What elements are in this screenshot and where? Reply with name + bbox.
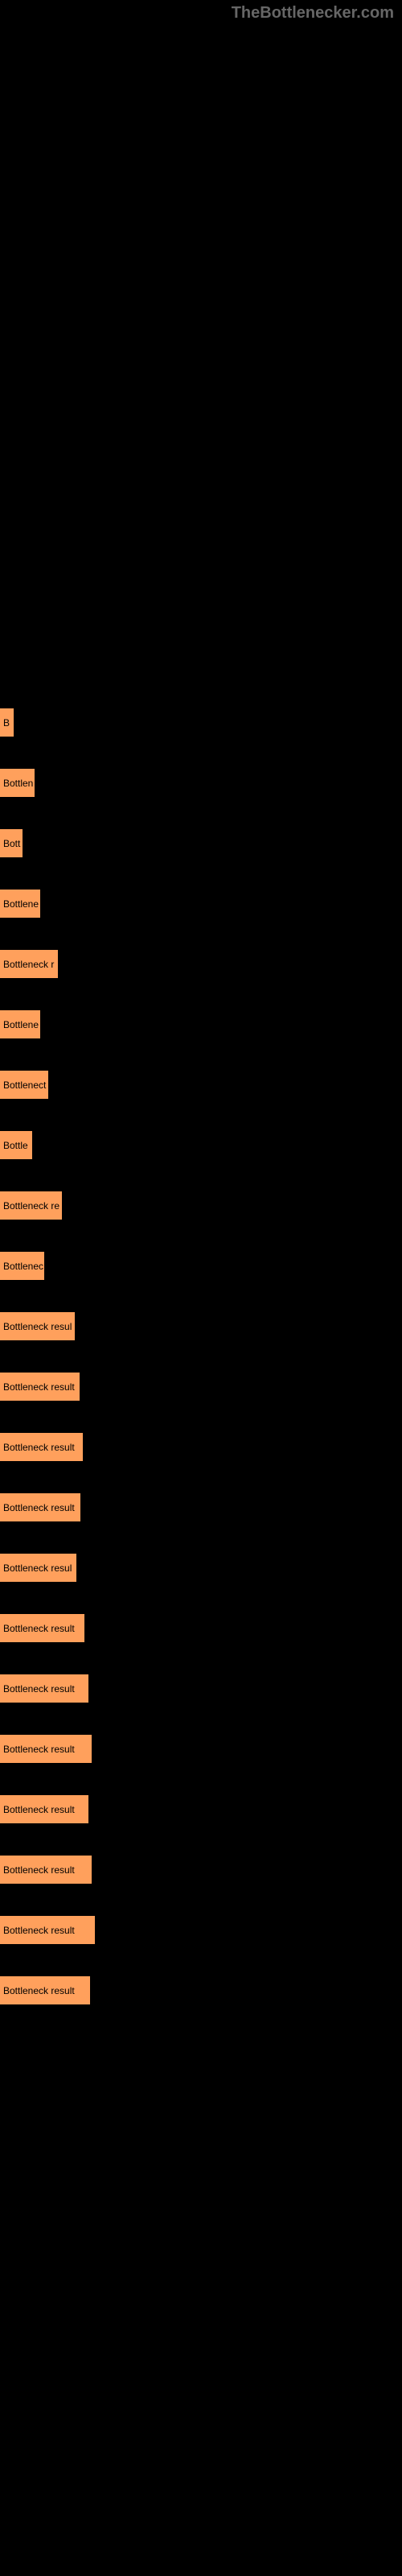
bar: Bott xyxy=(0,829,23,857)
bar-row: Bottleneck result xyxy=(0,1493,402,1521)
bar: B xyxy=(0,708,14,737)
bar-label: Bottleneck re xyxy=(3,1200,59,1212)
bar-row: B xyxy=(0,708,402,737)
bar-label: Bottleneck result xyxy=(3,1804,75,1815)
bar-row: Bottleneck result xyxy=(0,1433,402,1461)
watermark-text: TheBottlenecker.com xyxy=(232,4,394,23)
bar-label: Bottleneck result xyxy=(3,1744,75,1755)
bar: Bottleneck result xyxy=(0,1373,80,1401)
bar-row: Bottleneck result xyxy=(0,1373,402,1401)
bar-label: Bottleneck result xyxy=(3,1502,75,1513)
bar-label: Bott xyxy=(3,838,20,849)
bar: Bottlenec xyxy=(0,1252,44,1280)
bar-label: Bottleneck result xyxy=(3,1985,75,1996)
bar: Bottle xyxy=(0,1131,32,1159)
bar-row: Bottlene xyxy=(0,890,402,918)
bar-label: Bottleneck result xyxy=(3,1864,75,1876)
bar-label: Bottleneck result xyxy=(3,1623,75,1634)
bar-label: Bottleneck resul xyxy=(3,1321,72,1332)
bar-chart: B Bottlen Bott Bottlene Bottleneck r Bottlene… xyxy=(0,0,402,2053)
bar-row: Bottleneck r xyxy=(0,950,402,978)
bar-label: Bottleneck result xyxy=(3,1442,75,1453)
bar-label: Bottlene xyxy=(3,898,39,910)
bar: Bottleneck result xyxy=(0,1433,83,1461)
bar-row: Bottleneck result xyxy=(0,1674,402,1703)
bar-row: Bottleneck result xyxy=(0,1735,402,1763)
bar-row: Bott xyxy=(0,829,402,857)
bar: Bottleneck result xyxy=(0,1493,80,1521)
bar: Bottleneck result xyxy=(0,1614,84,1642)
bar: Bottleneck result xyxy=(0,1735,92,1763)
bar-row: Bottleneck re xyxy=(0,1191,402,1220)
bar: Bottleneck resul xyxy=(0,1554,76,1582)
bar-label: Bottlenect xyxy=(3,1080,46,1091)
bar-row: Bottleneck result xyxy=(0,1916,402,1944)
bar-label: Bottlen xyxy=(3,778,33,789)
bar-row: Bottleneck resul xyxy=(0,1554,402,1582)
bar-row: Bottleneck result xyxy=(0,1856,402,1884)
bar-row: Bottle xyxy=(0,1131,402,1159)
bar: Bottleneck result xyxy=(0,1795,88,1823)
bar-row: Bottlenect xyxy=(0,1071,402,1099)
bar-row: Bottlene xyxy=(0,1010,402,1038)
bar: Bottleneck r xyxy=(0,950,58,978)
bar-row: Bottleneck result xyxy=(0,1795,402,1823)
bar-row: Bottlenec xyxy=(0,1252,402,1280)
bar: Bottlene xyxy=(0,1010,40,1038)
bar-label: Bottleneck r xyxy=(3,959,54,970)
bar-label: B xyxy=(3,717,10,729)
bar: Bottlen xyxy=(0,769,35,797)
bar-row: Bottleneck result xyxy=(0,1614,402,1642)
bar-label: Bottleneck result xyxy=(3,1925,75,1936)
bar: Bottleneck re xyxy=(0,1191,62,1220)
bar-label: Bottleneck result xyxy=(3,1381,75,1393)
bar: Bottleneck result xyxy=(0,1916,95,1944)
bar: Bottlene xyxy=(0,890,40,918)
bar-label: Bottlene xyxy=(3,1019,39,1030)
bar-label: Bottlenec xyxy=(3,1261,43,1272)
bar-row: Bottlen xyxy=(0,769,402,797)
bar-row: Bottleneck result xyxy=(0,1976,402,2004)
bar-label: Bottleneck resul xyxy=(3,1563,72,1574)
bar-label: Bottleneck result xyxy=(3,1683,75,1695)
bar: Bottlenect xyxy=(0,1071,48,1099)
bar: Bottleneck result xyxy=(0,1856,92,1884)
bar-label: Bottle xyxy=(3,1140,28,1151)
bar: Bottleneck resul xyxy=(0,1312,75,1340)
bar-row: Bottleneck resul xyxy=(0,1312,402,1340)
bar: Bottleneck result xyxy=(0,1976,90,2004)
bar: Bottleneck result xyxy=(0,1674,88,1703)
